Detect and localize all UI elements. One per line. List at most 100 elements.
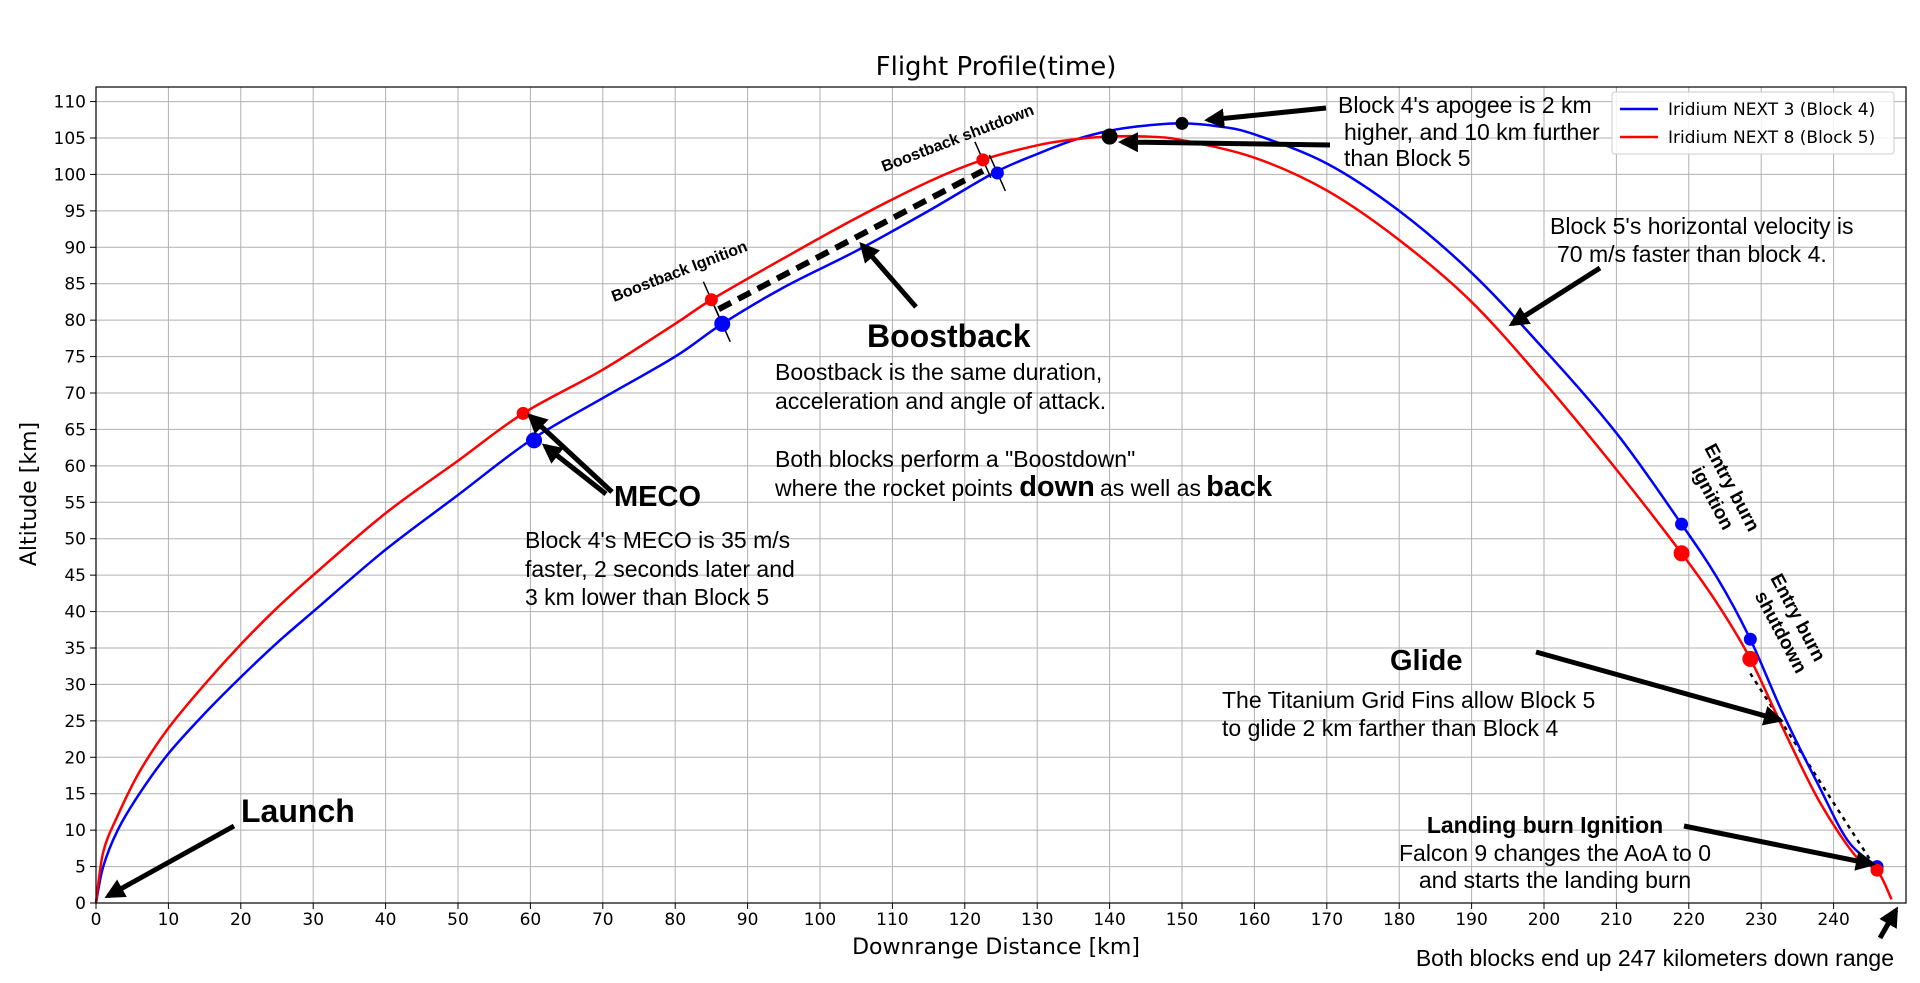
landing-arrow [1683, 823, 1876, 871]
marker-apogee [1101, 128, 1118, 145]
landing-line-1: Falcon 9 changes the AoA to 0 [1399, 840, 1711, 866]
x-tick-label: 190 [1455, 910, 1487, 930]
glide-line-2: to glide 2 km farther than Block 4 [1222, 715, 1558, 741]
launch-label: Launch [241, 793, 355, 829]
y-tick-label: 45 [64, 566, 86, 586]
y-tick-label: 15 [64, 785, 86, 805]
y-tick-label: 80 [64, 311, 86, 331]
meco-line-1: Block 4's MECO is 35 m/s [525, 527, 790, 553]
y-tick-label: 85 [64, 275, 86, 295]
meco-line-3: 3 km lower than Block 5 [525, 584, 769, 610]
boostdown-line-2: where the rocket points down as well as … [774, 471, 1273, 503]
x-tick-label: 70 [592, 910, 614, 930]
boostdown-part-down: down [1019, 471, 1095, 503]
x-tick-label: 240 [1817, 910, 1849, 930]
event-markers [516, 116, 1884, 877]
y-tick-label: 55 [64, 493, 86, 513]
launch-arrow [104, 823, 236, 899]
horizontal-velocity-arrow [1508, 265, 1602, 327]
x-tick-label: 130 [1021, 910, 1053, 930]
y-tick-label: 35 [64, 639, 86, 659]
marker-entry-burn-shutdown [1742, 650, 1759, 667]
x-tick-label: 60 [520, 910, 542, 930]
annotation-arrows [104, 105, 1899, 940]
series-line-block5 [94, 134, 1893, 904]
x-tick-label: 90 [737, 910, 759, 930]
end-range-label: Both blocks end up 247 kilometers down r… [1416, 945, 1894, 971]
y-axis-label: Altitude [km] [17, 422, 42, 566]
marker-boostback-shutdown [990, 166, 1004, 180]
x-axis-label: Downrange Distance [km] [852, 935, 1140, 960]
apogee-arrow-block4 [1204, 105, 1327, 129]
marker-boostback-shutdown [976, 153, 990, 167]
y-tick-label: 10 [64, 821, 86, 841]
y-tick-label: 50 [64, 530, 86, 550]
boostback-arrow [859, 241, 918, 309]
meco-arrow-block4 [541, 443, 608, 496]
x-tick-label: 230 [1745, 910, 1777, 930]
marker-meco [526, 432, 543, 449]
chart-title: Flight Profile(time) [876, 52, 1117, 82]
x-tick-label: 40 [375, 910, 397, 930]
marker-landing-burn-ignition [1870, 863, 1884, 877]
grid-lines [95, 87, 1906, 904]
y-tick-label: 0 [75, 894, 86, 914]
x-tick-label: 0 [91, 910, 102, 930]
y-tick-label: 25 [64, 712, 86, 732]
boostback-dashed-line [717, 168, 985, 312]
y-tick-label: 60 [64, 457, 86, 477]
x-tick-label: 150 [1166, 910, 1198, 930]
x-tick-label: 210 [1600, 910, 1632, 930]
y-tick-label: 105 [54, 129, 86, 149]
apogee-line-3: than Block 5 [1344, 145, 1471, 171]
landing-title: Landing burn Ignition [1427, 812, 1663, 838]
glide-arrow [1535, 649, 1784, 726]
marker-apogee [1175, 116, 1189, 130]
y-tick-label: 75 [64, 348, 86, 368]
legend-box [1611, 91, 1895, 155]
legend: Iridium NEXT 3 (Block 4) Iridium NEXT 8 … [1611, 91, 1895, 155]
y-tick-label: 5 [75, 858, 86, 878]
y-tick-label: 30 [64, 675, 86, 695]
landing-line-2: and starts the landing burn [1419, 867, 1691, 893]
x-tick-label: 30 [302, 910, 324, 930]
marker-boostback-ignition [704, 293, 718, 307]
x-tick-label: 80 [664, 910, 686, 930]
x-axis-ticks: 0 10 20 30 40 50 60 70 80 90 100 110 120 130 140 150 160… [91, 903, 1850, 930]
y-tick-label: 110 [54, 93, 86, 113]
marker-entry-burn-ignition [1675, 517, 1689, 531]
y-tick-label: 70 [64, 384, 86, 404]
hvel-line-1: Block 5's horizontal velocity is [1550, 213, 1854, 239]
end-arrow [1877, 906, 1899, 940]
meco-line-2: faster, 2 seconds later and [525, 556, 795, 582]
x-tick-label: 20 [230, 910, 252, 930]
legend-label-block4: Iridium NEXT 3 (Block 4) [1668, 100, 1875, 120]
glide-title: Glide [1390, 645, 1463, 677]
boostdown-line-1: Both blocks perform a "Boostdown" [775, 446, 1135, 472]
apogee-arrow-block5 [1118, 132, 1331, 153]
x-tick-label: 170 [1311, 910, 1343, 930]
boostback-line-1: Boostback is the same duration, [775, 359, 1102, 385]
plot-frame [95, 86, 1907, 904]
y-tick-label: 90 [64, 238, 86, 258]
boostdown-part-back: back [1206, 471, 1273, 503]
meco-title: MECO [614, 481, 701, 513]
boostback-title: Boostback [867, 318, 1031, 354]
meco-arrow-block5 [527, 413, 614, 494]
x-tick-label: 110 [876, 910, 908, 930]
boostback-line-2: acceleration and angle of attack. [775, 388, 1106, 414]
x-tick-label: 50 [447, 910, 469, 930]
y-tick-label: 40 [64, 603, 86, 623]
boostdown-part-c: as well as [1100, 475, 1201, 501]
x-tick-label: 140 [1093, 910, 1125, 930]
x-tick-label: 120 [949, 910, 981, 930]
y-tick-label: 100 [54, 165, 86, 185]
x-tick-label: 160 [1238, 910, 1270, 930]
apogee-line-2: higher, and 10 km further [1344, 119, 1600, 145]
glide-line-1: The Titanium Grid Fins allow Block 5 [1222, 687, 1595, 713]
y-tick-label: 20 [64, 748, 86, 768]
x-tick-label: 10 [158, 910, 180, 930]
x-tick-label: 200 [1528, 910, 1560, 930]
